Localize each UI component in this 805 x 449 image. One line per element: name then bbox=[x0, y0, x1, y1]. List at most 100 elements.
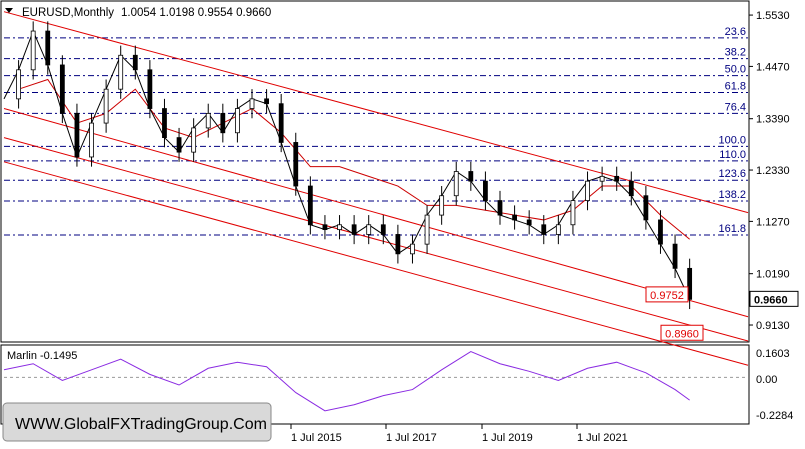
indicator-axis-zero: 0.00 bbox=[756, 374, 777, 386]
channel-line-3 bbox=[3, 161, 749, 366]
fibo-label-8: 138.2 bbox=[718, 189, 746, 201]
candle-body-22 bbox=[322, 224, 328, 231]
y-tick-label-0: 1.5530 bbox=[756, 10, 790, 22]
close-line bbox=[3, 29, 691, 300]
watermark-text: WWW.GlobalFXTradingGroup.Com bbox=[15, 416, 267, 433]
x-tick-label-2: 1 Jul 2019 bbox=[482, 432, 533, 444]
candle-body-45 bbox=[658, 219, 663, 245]
candle-body-42 bbox=[614, 175, 620, 182]
candle-body-46 bbox=[672, 243, 678, 269]
y-tick-label-5: 1.0190 bbox=[756, 269, 790, 281]
candle-body-9 bbox=[132, 54, 138, 71]
channel-line-1 bbox=[3, 108, 749, 318]
candle-body-41 bbox=[599, 175, 605, 182]
candle-body-38 bbox=[555, 224, 561, 235]
candle-body-5 bbox=[74, 112, 80, 158]
candle-body-33 bbox=[483, 180, 488, 201]
candle-body-37 bbox=[541, 224, 547, 235]
candle-body-21 bbox=[307, 185, 313, 226]
watermark: WWW.GlobalFXTradingGroup.Com bbox=[2, 402, 272, 442]
candle-body-17 bbox=[249, 98, 255, 109]
candle-body-43 bbox=[628, 180, 634, 197]
candle-body-25 bbox=[366, 224, 372, 235]
moving-average bbox=[18, 78, 690, 240]
candle-body-11 bbox=[162, 108, 167, 138]
candle-body-3 bbox=[45, 30, 51, 66]
channel-line-2 bbox=[3, 137, 749, 342]
main-panel-frame bbox=[0, 0, 750, 343]
marlin-indicator bbox=[3, 350, 748, 412]
fibo-label-4: 76.4 bbox=[725, 101, 746, 113]
candle-body-44 bbox=[643, 195, 649, 221]
y-tick-label-2: 1.3390 bbox=[756, 114, 790, 126]
y-tick-label-4: 1.1270 bbox=[756, 216, 790, 228]
ma-line bbox=[18, 78, 690, 240]
price-series bbox=[3, 21, 693, 310]
x-tick-label-3: 1 Jul 2021 bbox=[577, 432, 628, 444]
fibo-label-6: 110.0 bbox=[719, 149, 746, 161]
price-axis: 1.5530 1.4470 1.3390 1.2330 1.1270 1.0190 0.91… bbox=[749, 10, 799, 332]
candle-body-13 bbox=[191, 127, 197, 153]
candle-body-24 bbox=[351, 224, 357, 235]
candle-body-26 bbox=[380, 224, 386, 235]
candle-body-34 bbox=[497, 200, 503, 216]
time-axis: 1 Jul 2015 1 Jul 2017 1 Jul 2019 1 Jul 2021 bbox=[290, 424, 628, 444]
candle-body-8 bbox=[118, 54, 124, 90]
candle-body-31 bbox=[453, 171, 459, 197]
y-tick-label-6: 0.9130 bbox=[756, 320, 790, 332]
fibonacci-levels: 23.6 38.2 50.0 61.8 76.4 100.0 110.0 123.6 138.2… bbox=[4, 26, 748, 236]
candle-body-19 bbox=[278, 103, 284, 143]
candle-body-12 bbox=[176, 137, 182, 153]
current-price-box bbox=[749, 290, 799, 307]
channel-lines bbox=[3, 11, 749, 366]
candle-body-7 bbox=[103, 88, 109, 124]
fibo-label-0: 23.6 bbox=[725, 26, 746, 38]
y-tick-label-3: 1.2330 bbox=[756, 165, 790, 177]
candle-body-15 bbox=[220, 112, 226, 134]
indicator-title: Marlin -0.1495 bbox=[7, 350, 77, 362]
candle-body-20 bbox=[293, 142, 299, 187]
fibo-label-5: 100.0 bbox=[718, 134, 746, 146]
candle-body-32 bbox=[468, 171, 474, 182]
marlin-line bbox=[3, 350, 690, 412]
fibo-label-1: 38.2 bbox=[725, 47, 746, 59]
indicator-axis-max: 0.1603 bbox=[756, 348, 790, 360]
candle-body-4 bbox=[59, 64, 65, 114]
candle-body-28 bbox=[410, 243, 415, 255]
chart-symbol: EURUSD,Monthly bbox=[22, 7, 114, 19]
candle-body-23 bbox=[337, 224, 342, 231]
candle-body-36 bbox=[526, 219, 532, 226]
candle-body-40 bbox=[585, 180, 590, 201]
candle-body-35 bbox=[512, 214, 517, 221]
price-label-box-1 bbox=[660, 324, 704, 341]
channel-line-0 bbox=[3, 11, 749, 214]
chart-ohlc: 1.0054 1.0198 0.9554 0.9660 bbox=[121, 7, 271, 19]
candle-body-47 bbox=[687, 267, 693, 300]
indicator-axis-min: -0.2284 bbox=[756, 410, 793, 422]
price-label-0: 0.9752 bbox=[650, 290, 684, 302]
price-label-box-0 bbox=[645, 286, 689, 303]
collapse-arrow-icon[interactable] bbox=[5, 8, 13, 13]
fibo-label-9: 161.8 bbox=[718, 223, 746, 235]
current-price-label: 0.9660 bbox=[754, 294, 788, 306]
candle-body-27 bbox=[395, 234, 401, 255]
candle-body-2 bbox=[30, 30, 36, 71]
x-tick-label-1: 1 Jul 2017 bbox=[386, 432, 437, 444]
price-label-1: 0.8960 bbox=[665, 328, 699, 340]
candle-body-29 bbox=[424, 214, 430, 245]
candle-body-14 bbox=[205, 112, 211, 129]
candle-body-10 bbox=[147, 69, 153, 109]
candle-body-18 bbox=[264, 98, 269, 105]
candle-body-16 bbox=[235, 108, 240, 134]
candle-body-1 bbox=[16, 69, 21, 100]
x-tick-label-0: 1 Jul 2015 bbox=[291, 432, 342, 444]
candle-body-30 bbox=[439, 195, 445, 216]
candle-body-6 bbox=[89, 122, 94, 158]
fibo-label-3: 61.8 bbox=[725, 81, 746, 93]
price-labels: 0.9752 0.8960 bbox=[645, 286, 704, 341]
indicator-panel-frame bbox=[0, 344, 750, 425]
fibo-label-7: 123.6 bbox=[718, 168, 746, 180]
candle-body-39 bbox=[570, 200, 576, 226]
